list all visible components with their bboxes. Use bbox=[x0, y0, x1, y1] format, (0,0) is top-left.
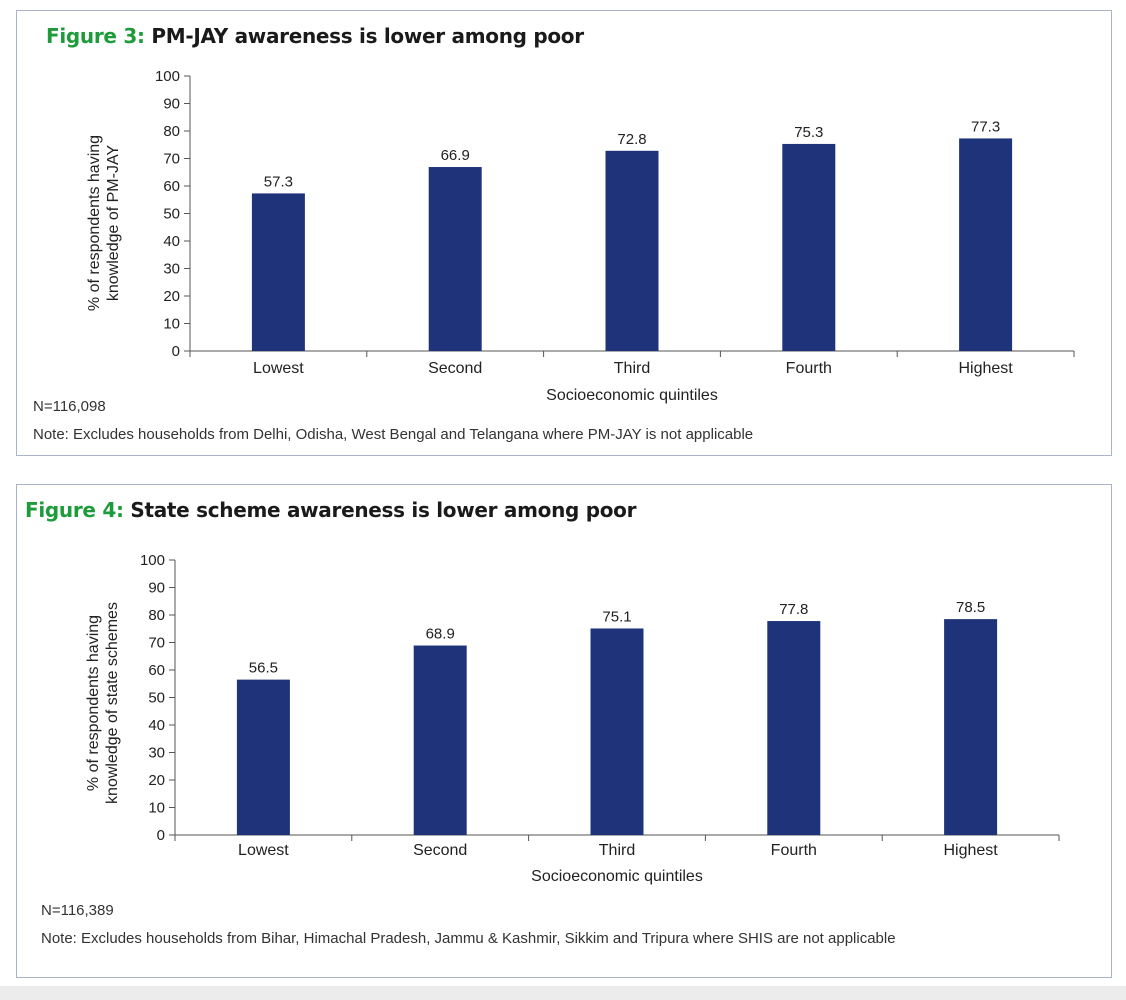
figure-3-panel: Figure 3: PM-JAY awareness is lower amon… bbox=[16, 10, 1112, 456]
x-category-label: Highest bbox=[958, 360, 1013, 377]
y-tick-label: 100 bbox=[155, 68, 180, 85]
bar-fourth bbox=[782, 143, 836, 351]
value-label: 56.5 bbox=[249, 660, 278, 677]
y-tick-label: 90 bbox=[148, 580, 165, 597]
y-axis-title-line: knowledge of state schemes bbox=[104, 602, 121, 804]
value-label: 77.3 bbox=[971, 118, 1000, 135]
y-tick-label: 30 bbox=[163, 261, 180, 278]
bar-highest bbox=[959, 138, 1013, 351]
y-tick-label: 20 bbox=[163, 288, 180, 305]
y-axis-title-line: knowledge of PM-JAY bbox=[105, 145, 122, 302]
y-tick-label: 70 bbox=[148, 635, 165, 652]
y-tick-label: 50 bbox=[148, 690, 165, 707]
y-tick-label: 40 bbox=[163, 233, 180, 250]
page-bottom-strip bbox=[0, 986, 1126, 1000]
y-tick-label: 100 bbox=[140, 552, 165, 569]
value-label: 78.5 bbox=[956, 599, 985, 616]
y-tick-label: 20 bbox=[148, 772, 165, 789]
bar-third bbox=[590, 628, 644, 835]
figure-3-label: Figure 3: bbox=[46, 24, 145, 48]
bar-fourth bbox=[767, 621, 821, 835]
figure-3-chart: 0 10 20 30 40 50 60 70 80 90 100 57.3 Lowest 66.9 Seco… bbox=[86, 68, 1075, 404]
y-tick-label: 10 bbox=[148, 800, 165, 817]
y-tick-label: 80 bbox=[148, 607, 165, 624]
x-category-label: Lowest bbox=[253, 360, 304, 377]
bar-second bbox=[428, 167, 482, 351]
figure-3-title: Figure 3: PM-JAY awareness is lower amon… bbox=[46, 24, 584, 48]
x-category-label: Lowest bbox=[238, 842, 289, 859]
y-axis-title-line: % of respondents having bbox=[86, 135, 103, 311]
y-tick-label: 0 bbox=[172, 343, 180, 360]
figure-4-note: Note: Excludes households from Bihar, Hi… bbox=[41, 930, 896, 947]
figure-4-panel: Figure 4: State scheme awareness is lowe… bbox=[16, 484, 1112, 978]
value-label: 75.1 bbox=[602, 608, 631, 625]
x-axis-title: Socioeconomic quintiles bbox=[546, 387, 718, 404]
figure-3-n-note: N=116,098 bbox=[33, 398, 106, 415]
figure-4-n-note: N=116,389 bbox=[41, 902, 114, 919]
value-label: 68.9 bbox=[426, 626, 455, 643]
value-label: 75.3 bbox=[794, 124, 823, 141]
figure-4-label: Figure 4: bbox=[25, 498, 124, 522]
figure-4-chart: 0 10 20 30 40 50 60 70 80 90 100 56.5 Lowest 68.9 Seco… bbox=[85, 552, 1060, 885]
bar-lowest bbox=[236, 679, 290, 835]
x-category-label: Fourth bbox=[786, 360, 832, 377]
bar-second bbox=[413, 645, 467, 835]
x-category-label: Second bbox=[428, 360, 482, 377]
x-category-label: Second bbox=[413, 842, 467, 859]
y-tick-label: 70 bbox=[163, 151, 180, 168]
y-tick-label: 10 bbox=[163, 316, 180, 333]
figure-3-note: Note: Excludes households from Delhi, Od… bbox=[33, 426, 754, 443]
value-label: 72.8 bbox=[617, 131, 646, 148]
x-category-label: Fourth bbox=[771, 842, 817, 859]
x-category-label: Third bbox=[614, 360, 650, 377]
y-tick-label: 30 bbox=[148, 745, 165, 762]
x-category-label: Highest bbox=[943, 842, 998, 859]
y-axis-title-line: % of respondents having bbox=[85, 615, 102, 791]
y-tick-label: 0 bbox=[157, 827, 165, 844]
y-tick-label: 50 bbox=[163, 206, 180, 223]
y-tick-label: 80 bbox=[163, 123, 180, 140]
y-tick-label: 60 bbox=[148, 662, 165, 679]
value-label: 77.8 bbox=[779, 601, 808, 618]
x-axis-title: Socioeconomic quintiles bbox=[531, 868, 703, 885]
bar-lowest bbox=[251, 193, 305, 351]
y-axis-title: % of respondents having knowledge of PM-J… bbox=[86, 135, 122, 311]
y-tick-label: 90 bbox=[163, 96, 180, 113]
x-category-label: Third bbox=[599, 842, 635, 859]
y-tick-label: 40 bbox=[148, 717, 165, 734]
figure-3-title-text: PM-JAY awareness is lower among poor bbox=[151, 24, 584, 48]
bar-highest bbox=[944, 619, 998, 835]
figure-4-title-text: State scheme awareness is lower among po… bbox=[130, 498, 637, 522]
value-label: 57.3 bbox=[264, 173, 293, 190]
y-tick-label: 60 bbox=[163, 178, 180, 195]
y-axis-title: % of respondents having knowledge of stat… bbox=[85, 602, 121, 804]
bar-third bbox=[605, 150, 659, 351]
value-label: 66.9 bbox=[441, 147, 470, 164]
figure-4-title: Figure 4: State scheme awareness is lowe… bbox=[25, 498, 636, 522]
